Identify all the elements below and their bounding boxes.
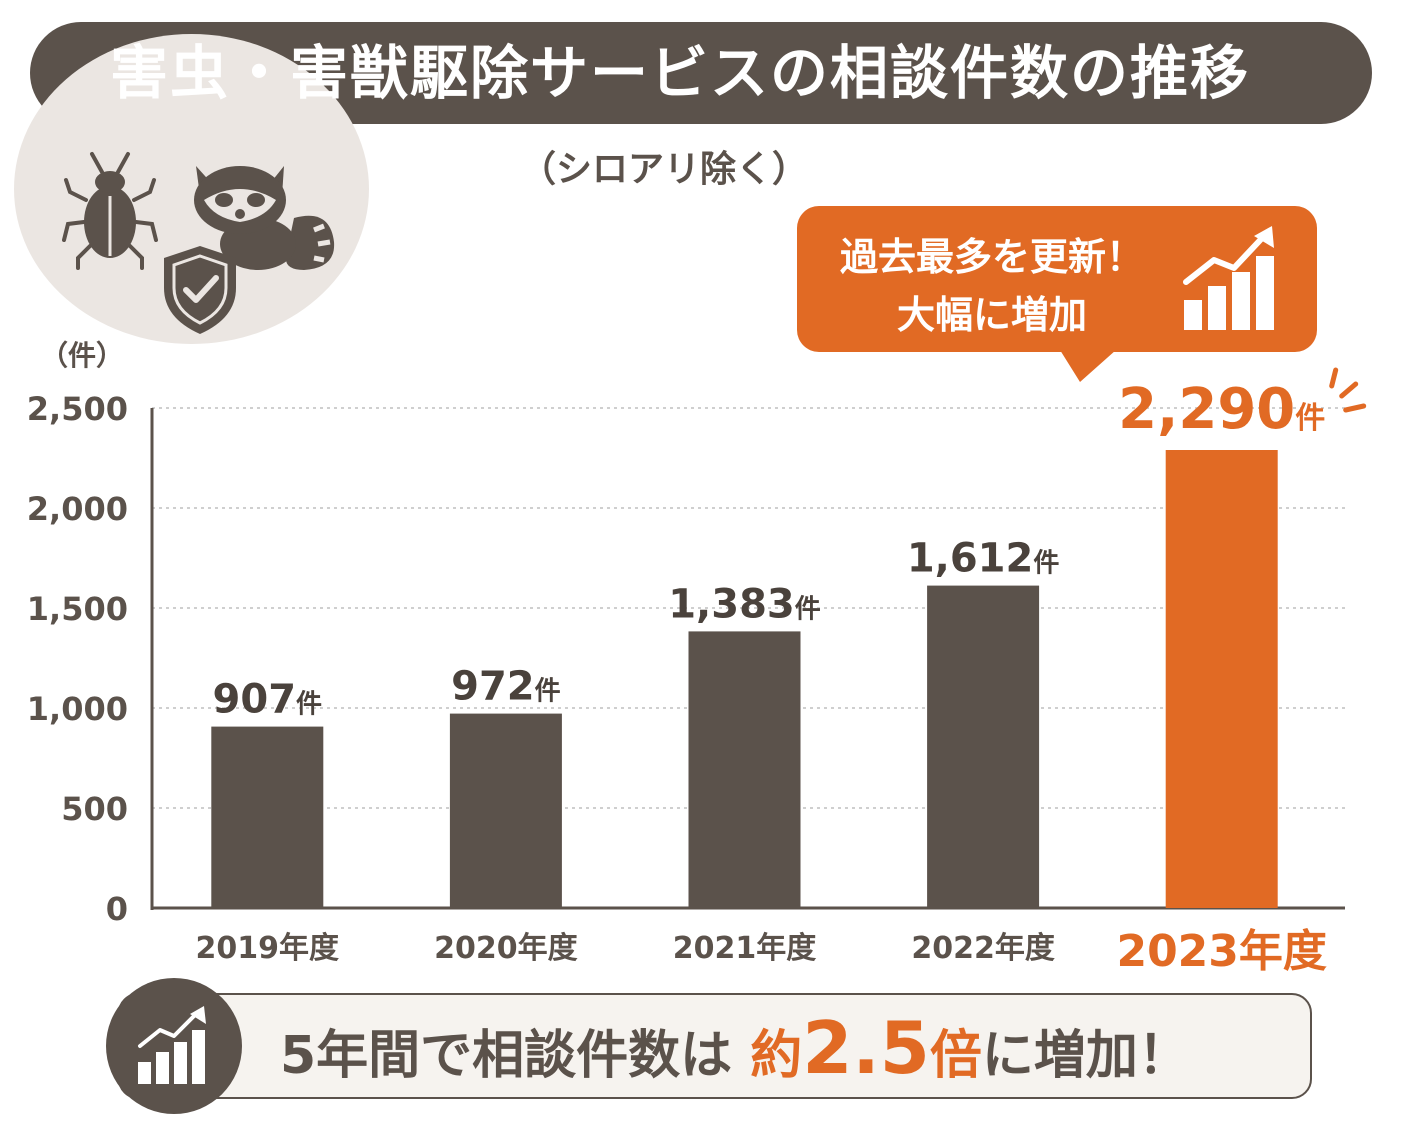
growth-chart-icon bbox=[1183, 226, 1274, 330]
summary-highlight-prefix: 約 bbox=[750, 1026, 803, 1086]
y-axis-unit: （件） bbox=[40, 339, 125, 372]
summary-prefix: 5年間で相談件数は bbox=[280, 1026, 733, 1086]
y-tick-label: 2,000 bbox=[27, 490, 128, 528]
y-tick-label: 0 bbox=[106, 890, 128, 928]
x-tick-label: 2019年度 bbox=[196, 931, 340, 966]
beetle-icon bbox=[62, 152, 158, 270]
summary-text: 5年間で相談件数は 約2.5倍に増加！ bbox=[280, 1000, 1190, 1096]
callout-tail bbox=[1060, 350, 1116, 382]
y-tick-label: 1,000 bbox=[27, 690, 128, 728]
emphasis-ray bbox=[1343, 403, 1367, 413]
bar bbox=[927, 585, 1040, 908]
summary-highlight-suffix: 倍 bbox=[929, 1026, 982, 1086]
raccoon-icon bbox=[194, 166, 335, 270]
summary-suffix: に増加！ bbox=[981, 1026, 1190, 1086]
growth-chart-icon bbox=[138, 1006, 206, 1084]
x-tick-label: 2020年度 bbox=[434, 931, 578, 966]
callout-line-1: 過去最多を更新！ bbox=[839, 235, 1144, 279]
data-label: 972件 bbox=[451, 664, 561, 710]
callout-line-2: 大幅に増加 bbox=[896, 293, 1087, 337]
page-title: 害虫・害獣駆除サービスの相談件数の推移 bbox=[110, 39, 1251, 107]
y-tick-label: 1,500 bbox=[27, 590, 128, 628]
data-label: 1,612件 bbox=[907, 536, 1060, 582]
chart-subtitle: （シロアリ除く） bbox=[520, 149, 809, 190]
emphasis-ray bbox=[1339, 381, 1359, 399]
bar bbox=[688, 631, 801, 908]
bar bbox=[1165, 450, 1278, 908]
data-label: 1,383件 bbox=[668, 581, 821, 627]
y-tick-label: 500 bbox=[61, 790, 128, 828]
record-callout bbox=[797, 206, 1317, 352]
emphasis-ray bbox=[1329, 367, 1339, 389]
summary-highlight-value: 2.5 bbox=[802, 1006, 930, 1090]
x-tick-label: 2023年度 bbox=[1116, 926, 1326, 977]
shield-check-icon bbox=[164, 246, 236, 334]
data-label: 2,290件 bbox=[1118, 377, 1325, 442]
bar bbox=[211, 726, 324, 908]
x-tick-label: 2021年度 bbox=[673, 931, 817, 966]
summary-banner bbox=[118, 993, 1312, 1099]
y-tick-label: 2,500 bbox=[27, 390, 128, 428]
bar bbox=[449, 713, 562, 908]
x-tick-label: 2022年度 bbox=[911, 931, 1055, 966]
data-label: 907件 bbox=[213, 677, 323, 723]
